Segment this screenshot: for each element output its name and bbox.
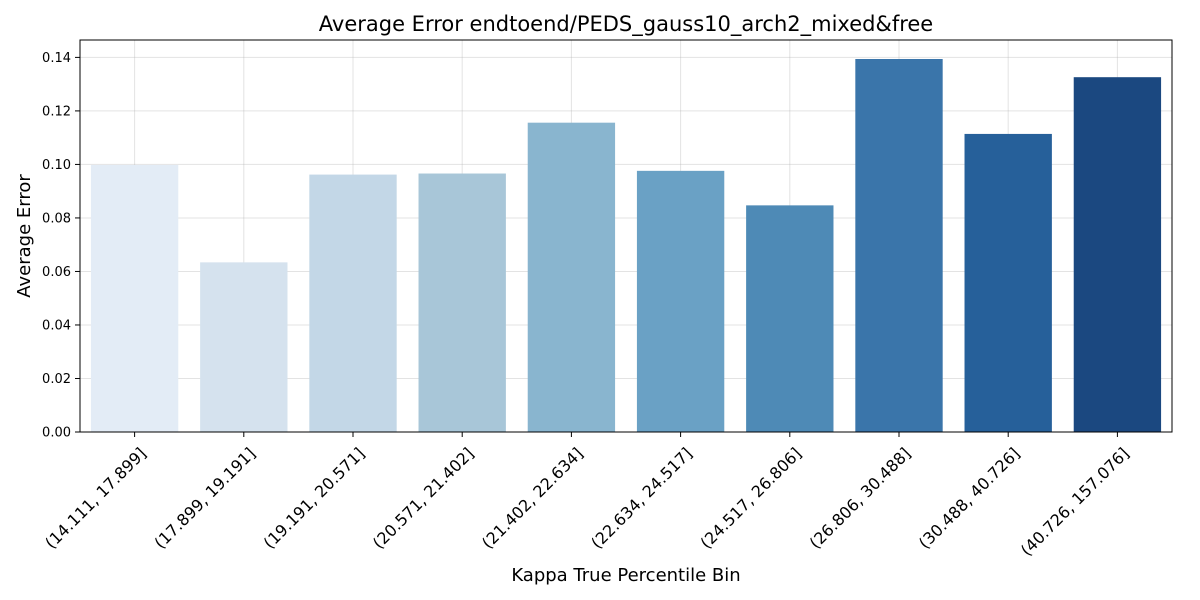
x-tick-label: (17.899, 19.191] bbox=[150, 444, 259, 553]
x-tick-label: (14.111, 17.899] bbox=[41, 444, 150, 553]
chart-title: Average Error endtoend/PEDS_gauss10_arch… bbox=[319, 12, 933, 37]
x-tick-label: (19.191, 20.571] bbox=[260, 444, 369, 553]
x-tick-label: (24.517, 26.806] bbox=[696, 444, 805, 553]
x-tick-label: (26.806, 30.488] bbox=[806, 444, 915, 553]
x-tick-label: (22.634, 24.517] bbox=[587, 444, 696, 553]
x-axis-ticks: (14.111, 17.899] (17.899, 19.191] (19.191,… bbox=[41, 432, 1133, 560]
y-axis-label: Average Error bbox=[14, 174, 35, 298]
y-axis-ticks: 0.00 0.02 0.04 0.06 0.08 0.10 0.12 0.14 bbox=[42, 51, 80, 441]
bar bbox=[90, 164, 179, 432]
bar bbox=[746, 205, 834, 432]
y-tick-label: 0.08 bbox=[42, 211, 71, 226]
y-tick-label: 0.06 bbox=[42, 265, 71, 280]
y-tick-label: 0.00 bbox=[42, 426, 71, 441]
bars bbox=[90, 58, 1162, 433]
y-tick-label: 0.12 bbox=[42, 104, 71, 119]
x-tick-label: (30.488, 40.726] bbox=[915, 444, 1024, 553]
bar bbox=[855, 58, 943, 432]
y-tick-label: 0.02 bbox=[42, 372, 71, 387]
bar bbox=[527, 122, 616, 433]
x-tick-label: (21.402, 22.634] bbox=[478, 444, 587, 553]
bar bbox=[200, 262, 288, 432]
x-tick-label: (40.726, 157.076] bbox=[1017, 444, 1133, 560]
x-axis-label: Kappa True Percentile Bin bbox=[511, 565, 740, 586]
bar bbox=[418, 173, 506, 432]
plot-frame bbox=[79, 39, 1173, 433]
bar bbox=[964, 133, 1052, 433]
y-tick-label: 0.10 bbox=[42, 158, 71, 173]
x-tick-label: (20.571, 21.402] bbox=[369, 444, 478, 553]
y-tick-label: 0.14 bbox=[42, 51, 71, 66]
bar bbox=[309, 174, 397, 432]
y-tick-label: 0.04 bbox=[42, 318, 71, 333]
bar bbox=[636, 170, 725, 433]
bar bbox=[1073, 77, 1162, 432]
